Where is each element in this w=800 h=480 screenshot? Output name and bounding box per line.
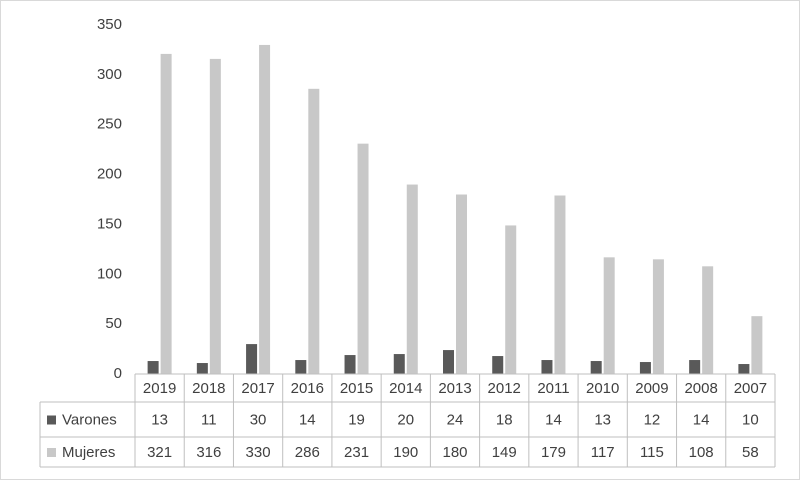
table-cell: 18 [496, 411, 513, 428]
y-tick-label: 200 [97, 166, 122, 183]
table-cell: 13 [151, 411, 168, 428]
table-cell: 108 [689, 444, 714, 461]
x-tick-label: 2019 [143, 380, 176, 397]
x-tick-label: 2013 [438, 380, 471, 397]
table-cell: 24 [447, 411, 464, 428]
bar [147, 361, 159, 374]
x-tick-label: 2018 [192, 380, 225, 397]
table-cell: 30 [250, 411, 267, 428]
table-cell: 316 [196, 444, 221, 461]
table-cell: 179 [541, 444, 566, 461]
table-cell: 13 [594, 411, 611, 428]
table-cell: 115 [640, 444, 664, 461]
bar [541, 360, 553, 374]
table-cell: 231 [344, 444, 369, 461]
x-tick-label: 2012 [488, 380, 521, 397]
table-cell: 190 [393, 444, 418, 461]
table-cell: 10 [742, 411, 759, 428]
x-tick-label: 2010 [586, 380, 619, 397]
table-cell: 117 [591, 444, 615, 461]
table-cell: 14 [545, 411, 562, 428]
table-cell: 14 [299, 411, 316, 428]
bar [702, 266, 714, 374]
table-cell: 286 [295, 444, 320, 461]
y-tick-label: 300 [97, 66, 122, 83]
table-cell: 321 [147, 444, 172, 461]
bar [443, 350, 454, 374]
legend-label: Varones [62, 411, 117, 428]
bar [308, 88, 320, 375]
y-tick-label: 50 [105, 315, 122, 332]
bar [344, 355, 356, 374]
x-tick-label: 2007 [734, 380, 767, 397]
bar [456, 194, 467, 374]
bar [751, 316, 763, 374]
y-tick-label: 250 [97, 116, 122, 133]
bar [639, 362, 651, 374]
bar [652, 259, 664, 374]
bar [492, 356, 504, 374]
legend-label: Mujeres [62, 444, 115, 461]
y-tick-label: 350 [97, 16, 122, 33]
bar [689, 360, 701, 374]
legend-swatch [47, 448, 56, 457]
table-cell: 180 [442, 444, 467, 461]
table-cell: 14 [693, 411, 710, 428]
table-cell: 20 [397, 411, 414, 428]
bar [357, 143, 369, 374]
y-tick-label: 0 [114, 365, 122, 382]
y-tick-label: 150 [97, 215, 122, 232]
x-tick-label: 2009 [635, 380, 668, 397]
bar [196, 363, 208, 374]
table-cell: 149 [492, 444, 517, 461]
y-tick-label: 100 [97, 265, 122, 282]
bar [603, 257, 615, 374]
bar [505, 225, 517, 374]
bar [554, 195, 566, 374]
bar [259, 44, 271, 374]
table-cell: 58 [742, 444, 759, 461]
bar [406, 184, 418, 374]
x-tick-label: 2008 [684, 380, 717, 397]
x-tick-label: 2017 [241, 380, 274, 397]
table-cell: 12 [644, 411, 661, 428]
bar [160, 53, 172, 374]
x-tick-label: 2014 [389, 380, 422, 397]
table-cell: 11 [201, 411, 217, 428]
table-cell: 19 [348, 411, 365, 428]
bar [393, 354, 405, 374]
x-tick-label: 2015 [340, 380, 373, 397]
legend-swatch [47, 415, 56, 425]
bar [246, 344, 258, 374]
bar [590, 361, 602, 374]
x-tick-label: 2011 [537, 380, 569, 397]
bar [209, 58, 221, 374]
x-tick-label: 2016 [291, 380, 324, 397]
bar [738, 364, 750, 374]
bar [295, 360, 307, 374]
table-cell: 330 [246, 444, 271, 461]
